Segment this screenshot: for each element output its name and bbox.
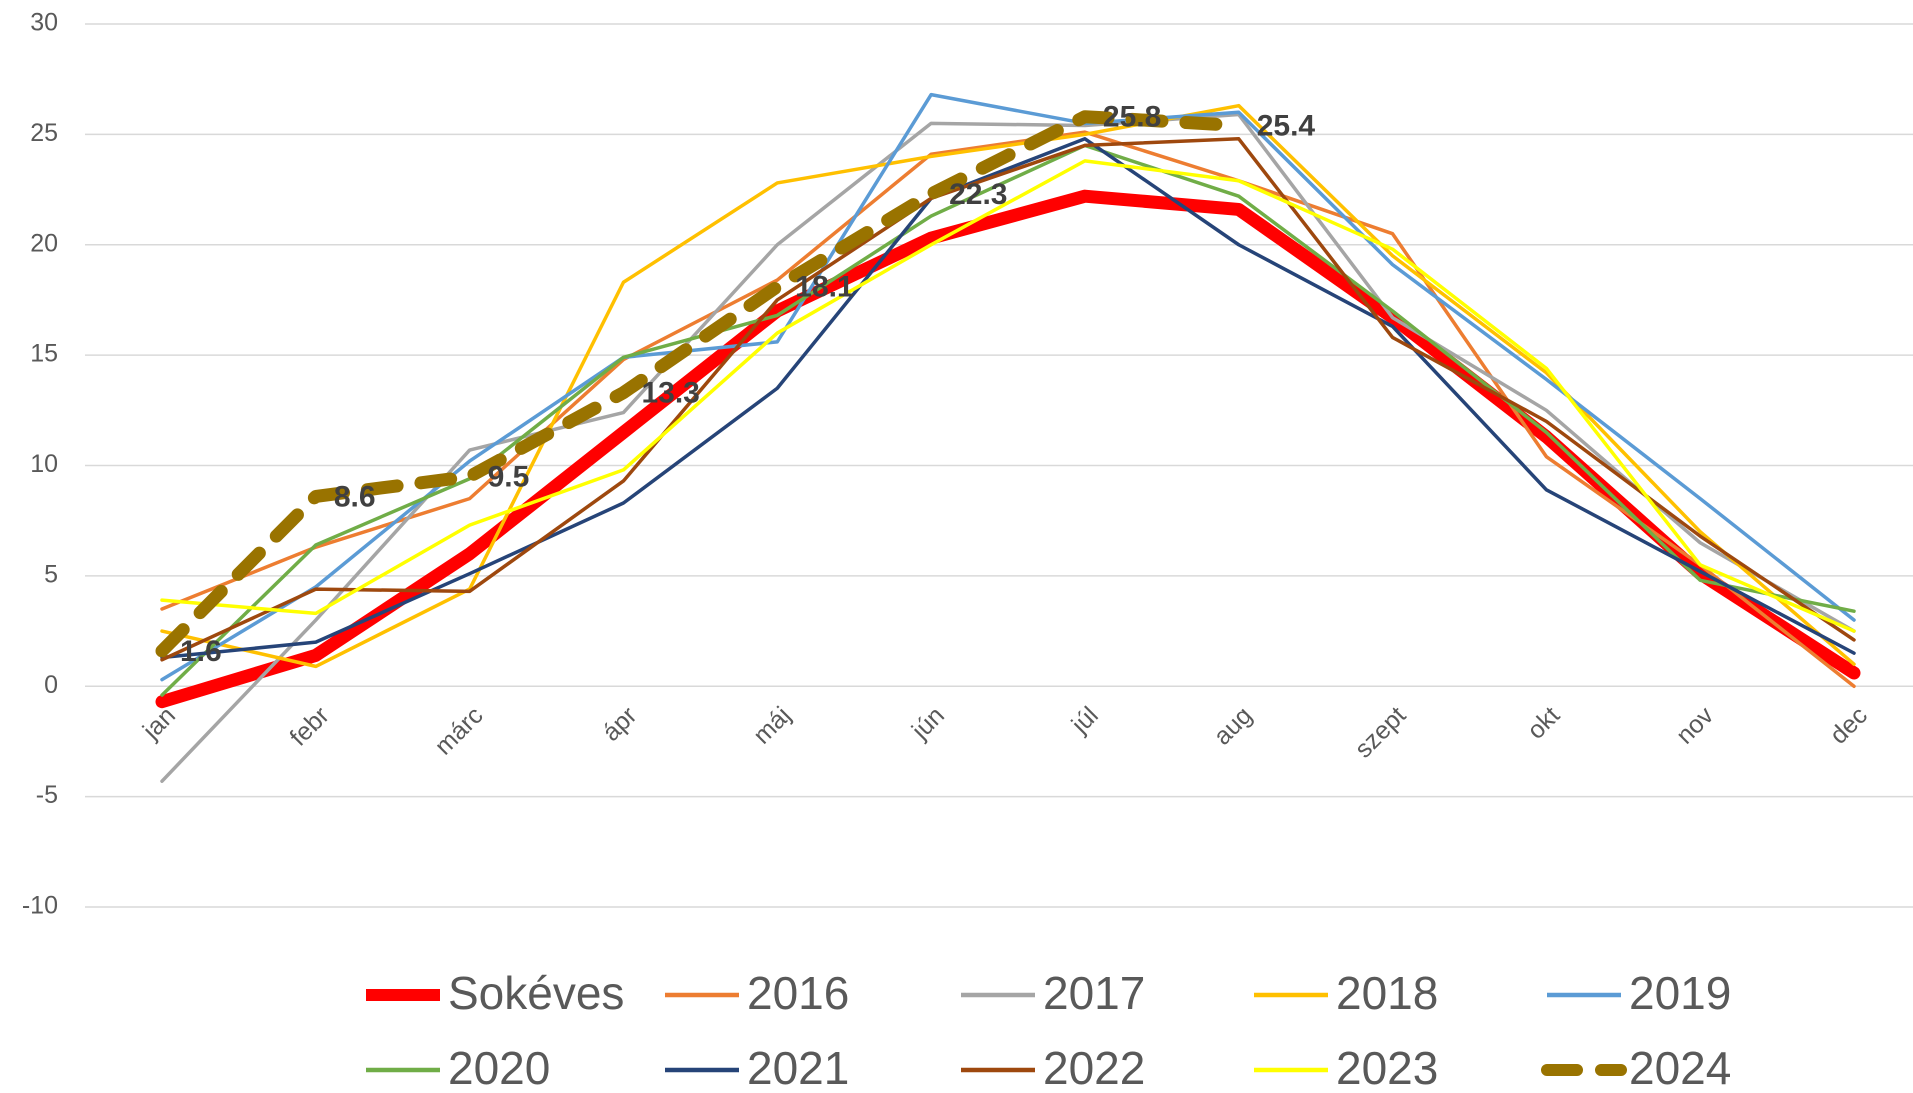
x-tick-label: máj — [748, 701, 796, 749]
x-tick-label: márc — [429, 701, 488, 760]
legend-label: 2023 — [1336, 1042, 1438, 1093]
legend-item: 2022 — [961, 1042, 1145, 1093]
y-tick-label: 20 — [30, 229, 58, 257]
x-tick-label: jún — [906, 701, 950, 745]
series-line — [160, 130, 1856, 688]
y-tick-label: 10 — [30, 450, 58, 478]
x-tick-label: nov — [1671, 701, 1720, 750]
legend-label: 2020 — [448, 1042, 550, 1093]
legend-item: 2017 — [961, 967, 1145, 1019]
data-label: 25.4 — [1257, 109, 1316, 142]
y-tick-label: 25 — [30, 119, 58, 147]
series-line — [155, 110, 1246, 658]
y-tick-label: 15 — [30, 340, 58, 368]
x-tick-label: jan — [137, 701, 181, 745]
data-label: 13.3 — [641, 377, 699, 410]
y-tick-label: -5 — [36, 781, 58, 809]
legend-label: 2018 — [1336, 967, 1438, 1019]
legend-label: 2019 — [1629, 967, 1731, 1019]
x-tick-label: okt — [1522, 701, 1565, 744]
series-line — [160, 143, 1856, 697]
legend-item: 2021 — [665, 1042, 849, 1093]
legend-item: 2023 — [1254, 1042, 1438, 1093]
legend-item: 2016 — [665, 967, 849, 1019]
x-tick-label: ápr — [597, 701, 642, 746]
y-tick-label: 0 — [44, 671, 58, 699]
series-line — [160, 159, 1856, 633]
x-tick-label: júl — [1066, 701, 1104, 739]
y-tick-label: 5 — [44, 560, 58, 588]
x-tick-label: aug — [1208, 701, 1257, 750]
legend-label: 2017 — [1043, 967, 1145, 1019]
x-tick-label: szept — [1349, 701, 1411, 763]
legend-label: 2016 — [747, 967, 849, 1019]
data-label: 18.1 — [795, 271, 853, 304]
series-line — [160, 137, 1856, 660]
legend-item: 2018 — [1254, 967, 1438, 1019]
legend-item: Sokéves — [366, 967, 624, 1019]
series-line — [155, 189, 1861, 709]
y-tick-label: -10 — [22, 892, 58, 920]
x-tick-label: febr — [284, 701, 334, 751]
legend-label: 2022 — [1043, 1042, 1145, 1093]
data-label: 22.3 — [949, 178, 1007, 211]
legend-item: 2024 — [1541, 1042, 1731, 1093]
data-label: 25.8 — [1103, 101, 1161, 134]
data-label: 9.5 — [488, 460, 530, 493]
legend-label: 2024 — [1629, 1042, 1731, 1093]
data-label: 8.6 — [334, 480, 376, 513]
x-tick-label: dec — [1825, 701, 1873, 749]
data-label: 1.6 — [180, 635, 222, 668]
y-tick-label: 30 — [30, 9, 58, 37]
legend-label: 2021 — [747, 1042, 849, 1093]
legend-label: Sokéves — [448, 967, 624, 1019]
series-line — [160, 137, 1856, 662]
legend-item: 2020 — [366, 1042, 550, 1093]
legend-item: 2019 — [1547, 967, 1731, 1019]
